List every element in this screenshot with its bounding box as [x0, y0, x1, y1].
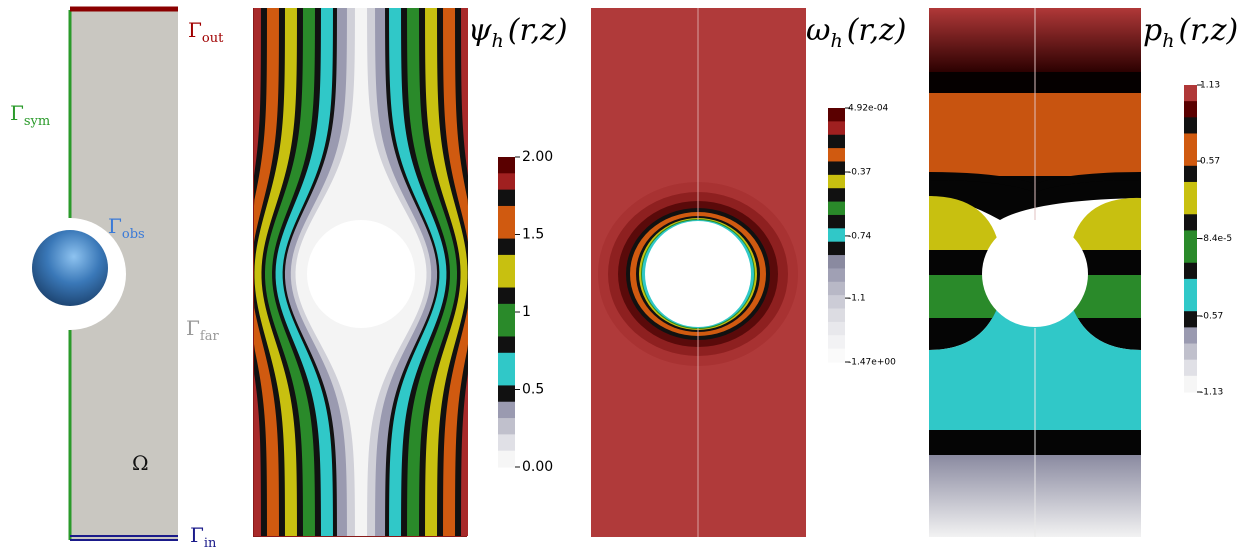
obstacle [982, 221, 1088, 327]
colorbar-tick-label: 0.5 [522, 382, 544, 398]
colorbar-segment [828, 268, 845, 282]
colorbar-tick-label: -0.37 [848, 167, 871, 177]
colorbar-segment [828, 215, 845, 229]
colorbar-segment [498, 206, 515, 223]
colorbar-segment [498, 304, 515, 321]
colorbar-segment [498, 255, 515, 272]
colorbar-segment [498, 402, 515, 419]
label-out: Γout [188, 18, 224, 46]
colorbar-segment [1184, 133, 1197, 150]
colorbar-segment [1184, 85, 1197, 102]
colorbar-tick-label: -1.1 [848, 294, 866, 304]
colorbar-segment [1184, 166, 1197, 183]
colorbar-segment [1184, 376, 1197, 393]
colorbar-segment [498, 418, 515, 435]
colorbar-segment [828, 349, 845, 363]
colorbar-segment [498, 451, 515, 468]
label-in: Γin [190, 523, 217, 550]
colorbar-tick-label: 1 [522, 304, 531, 320]
colorbar-segment [1184, 182, 1197, 199]
colorbar-segment [828, 108, 845, 122]
colorbar-segment [498, 353, 515, 370]
colorbar-tick-label: -8.4e-5 [1200, 234, 1232, 244]
colorbar-segment [828, 121, 845, 135]
colorbar-segment [498, 336, 515, 353]
colorbar-segment [828, 188, 845, 202]
colorbar-tick-label: 0.00 [522, 459, 553, 475]
colorbar-segment [1184, 263, 1197, 280]
colorbar-tick-label: 4.92e-04 [848, 104, 889, 114]
colorbar-segment [498, 190, 515, 207]
obstacle [307, 220, 415, 328]
sphere [32, 230, 108, 306]
pressure-field [929, 8, 1141, 537]
label-far: Γfar [186, 316, 219, 344]
colorbar-segment [828, 202, 845, 216]
colorbar-segment [498, 173, 515, 190]
schematic: Γout Γsym Γobs Γfar Ω Γin [10, 9, 224, 550]
label-sym: Γsym [10, 101, 50, 129]
colorbar-tick-label: -0.74 [848, 231, 872, 241]
colorbar-segment [1184, 344, 1197, 361]
colorbar-segment [498, 288, 515, 305]
colorbar-segment [498, 320, 515, 337]
panel-title: ph(r,z) [1143, 13, 1238, 52]
panel-title: ωh(r,z) [806, 13, 907, 52]
colorbar-segment [828, 135, 845, 149]
colorbar-segment [828, 161, 845, 175]
colorbar-segment [828, 175, 845, 189]
psi-field [253, 8, 468, 537]
colorbar-segment [828, 228, 845, 242]
colorbar-segment [1184, 279, 1197, 296]
colorbar-segment [1184, 311, 1197, 328]
colorbar-segment [828, 255, 845, 269]
colorbar-segment [498, 157, 515, 174]
colorbar-segment [498, 239, 515, 256]
figure: Γout Γsym Γobs Γfar Ω Γin [0, 0, 1251, 550]
colorbar-tick-label: -0.57 [1200, 311, 1223, 321]
colorbar-tick-label: 1.13 [1200, 81, 1220, 91]
colorbar-tick-label: -1.13 [1200, 388, 1223, 398]
colorbar-tick-label: 1.5 [522, 227, 544, 243]
colorbar-segment [828, 148, 845, 162]
colorbar-segment [828, 295, 845, 309]
colorbar-segment [828, 309, 845, 323]
colorbar-segment [1184, 150, 1197, 167]
omega-field [591, 8, 806, 537]
colorbar-segment [1184, 295, 1197, 312]
colorbar-segment [498, 222, 515, 239]
colorbar-segment [828, 322, 845, 336]
colorbar-segment [828, 282, 845, 296]
colorbar-segment [1184, 117, 1197, 134]
colorbar-segment [498, 271, 515, 288]
colorbar-tick-label: 0.57 [1200, 157, 1220, 167]
colorbar-segment [828, 242, 845, 256]
colorbar-segment [1184, 214, 1197, 231]
colorbar-segment [828, 335, 845, 349]
colorbar-segment [1184, 247, 1197, 264]
colorbar-segment [498, 385, 515, 402]
colorbar-segment [1184, 327, 1197, 344]
obstacle [645, 221, 751, 327]
colorbar-segment [498, 434, 515, 451]
colorbar-segment [498, 369, 515, 386]
colorbar-segment [1184, 101, 1197, 118]
label-omega: Ω [132, 451, 149, 475]
panel-title: ψh(r,z) [468, 13, 568, 52]
colorbar-segment [1184, 360, 1197, 377]
colorbar-tick-label: -1.47e+00 [848, 358, 896, 368]
colorbar-segment [1184, 198, 1197, 215]
colorbar-segment [1184, 230, 1197, 247]
colorbar-tick-label: 2.00 [522, 149, 553, 165]
